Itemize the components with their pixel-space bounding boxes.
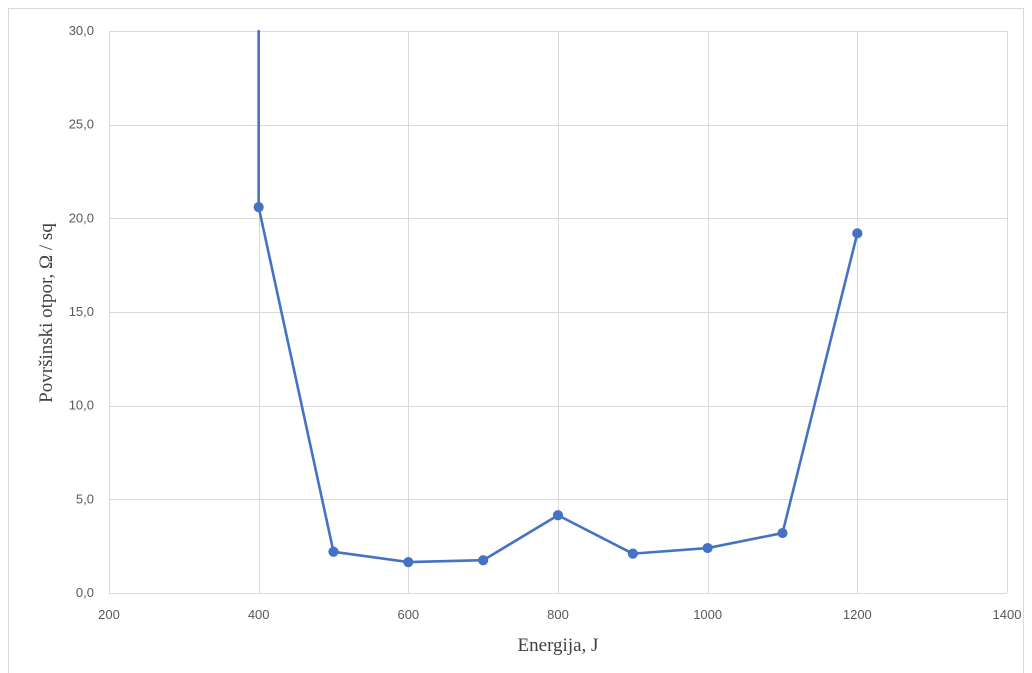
x-tick-label: 400 bbox=[248, 607, 270, 622]
y-tick-label: 25,0 bbox=[69, 117, 94, 132]
data-point bbox=[253, 201, 264, 213]
tick-labels: 200 400 600 800 1000 1200 1400 0,0 5,0 10,0 15,0 20… bbox=[69, 23, 1022, 622]
x-tick-label: 1200 bbox=[843, 607, 872, 622]
x-axis-title: Energija, J bbox=[518, 635, 599, 656]
x-tick-label: 600 bbox=[397, 607, 419, 622]
data-point bbox=[777, 527, 788, 539]
data-point bbox=[852, 228, 863, 239]
y-tick-label: 0,0 bbox=[76, 585, 94, 600]
data-point bbox=[702, 542, 713, 554]
data-point bbox=[403, 556, 414, 568]
data-point bbox=[552, 510, 564, 521]
chart-frame bbox=[8, 8, 1024, 673]
y-axis-title: Površinski otpor, Ω / sq bbox=[36, 223, 57, 403]
x-tick-label: 200 bbox=[98, 607, 120, 622]
x-tick-label: 1000 bbox=[693, 607, 722, 622]
gridlines bbox=[109, 31, 1008, 593]
data-point bbox=[627, 548, 638, 559]
data-point bbox=[478, 555, 489, 566]
series bbox=[253, 29, 863, 568]
y-tick-label: 30,0 bbox=[69, 23, 94, 38]
y-tick-label: 20,0 bbox=[69, 210, 94, 225]
y-tick-label: 15,0 bbox=[69, 304, 94, 319]
y-tick-label: 10,0 bbox=[69, 398, 94, 413]
series-line bbox=[257, 29, 859, 564]
data-point bbox=[328, 546, 339, 557]
y-tick-label: 5,0 bbox=[76, 491, 94, 506]
x-tick-label: 1400 bbox=[993, 607, 1022, 622]
x-tick-label: 800 bbox=[547, 607, 569, 622]
